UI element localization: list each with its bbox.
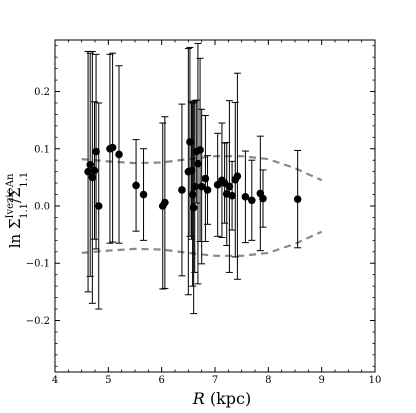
data-point-8 (115, 150, 123, 159)
data-point-35 (248, 196, 256, 205)
x-tick-label-1: 5 (105, 375, 111, 386)
data-point-2 (88, 173, 97, 182)
x-tick-label-6: 10 (369, 375, 382, 386)
data-point-25 (203, 186, 212, 194)
data-point-22 (196, 146, 204, 154)
data-point-18 (189, 203, 198, 212)
data-point-3 (90, 166, 99, 175)
x-axis-ticks (54, 40, 376, 372)
data-point-7 (108, 143, 117, 152)
data-point-19 (190, 182, 199, 191)
data-point-30 (225, 182, 234, 191)
data-point-15 (186, 138, 194, 146)
y-tick-label-4: 0.2 (34, 87, 50, 98)
x-tick-label-2: 6 (158, 375, 164, 386)
data-point-33 (233, 172, 242, 181)
data-point-9 (132, 181, 140, 190)
data-point-1 (86, 160, 94, 169)
data-point-24 (201, 174, 210, 183)
data-point-0 (84, 167, 92, 176)
x-tick-label-5: 9 (318, 375, 324, 386)
plot-frame (54, 39, 376, 373)
data-point-21 (194, 159, 202, 168)
data-point-12 (161, 198, 169, 207)
data-point-5 (94, 202, 103, 210)
x-tick-label-3: 7 (212, 375, 218, 386)
error-bars (84, 42, 302, 315)
y-tick-label-2: 0.0 (34, 202, 50, 213)
data-point-37 (259, 194, 267, 203)
x-axis-label: R (kpc) (192, 389, 252, 408)
y-axis-ticks (55, 45, 375, 367)
x-tick-labels: 4 5 6 7 8 9 10 (52, 375, 382, 386)
data-points (84, 138, 302, 212)
y-tick-labels: −0.2 −0.1 0.0 0.1 0.2 (26, 87, 50, 327)
x-tick-label-0: 4 (52, 375, 58, 386)
data-point-4 (92, 147, 100, 156)
y-tick-label-3: 0.1 (34, 144, 50, 155)
data-point-16 (187, 166, 196, 175)
y-axis-label: ln ΣIvezic 1.1/ΣAn 1.1 (5, 172, 30, 249)
data-point-13 (178, 186, 186, 194)
data-point-17 (188, 190, 197, 199)
y-tick-label-1: −0.1 (26, 259, 50, 270)
y-tick-label-0: −0.2 (26, 316, 50, 327)
data-point-31 (228, 191, 236, 200)
x-tick-label-4: 8 (265, 375, 271, 386)
data-point-10 (139, 190, 148, 199)
data-point-23 (197, 182, 206, 191)
data-point-38 (293, 195, 302, 203)
data-point-34 (241, 193, 250, 201)
